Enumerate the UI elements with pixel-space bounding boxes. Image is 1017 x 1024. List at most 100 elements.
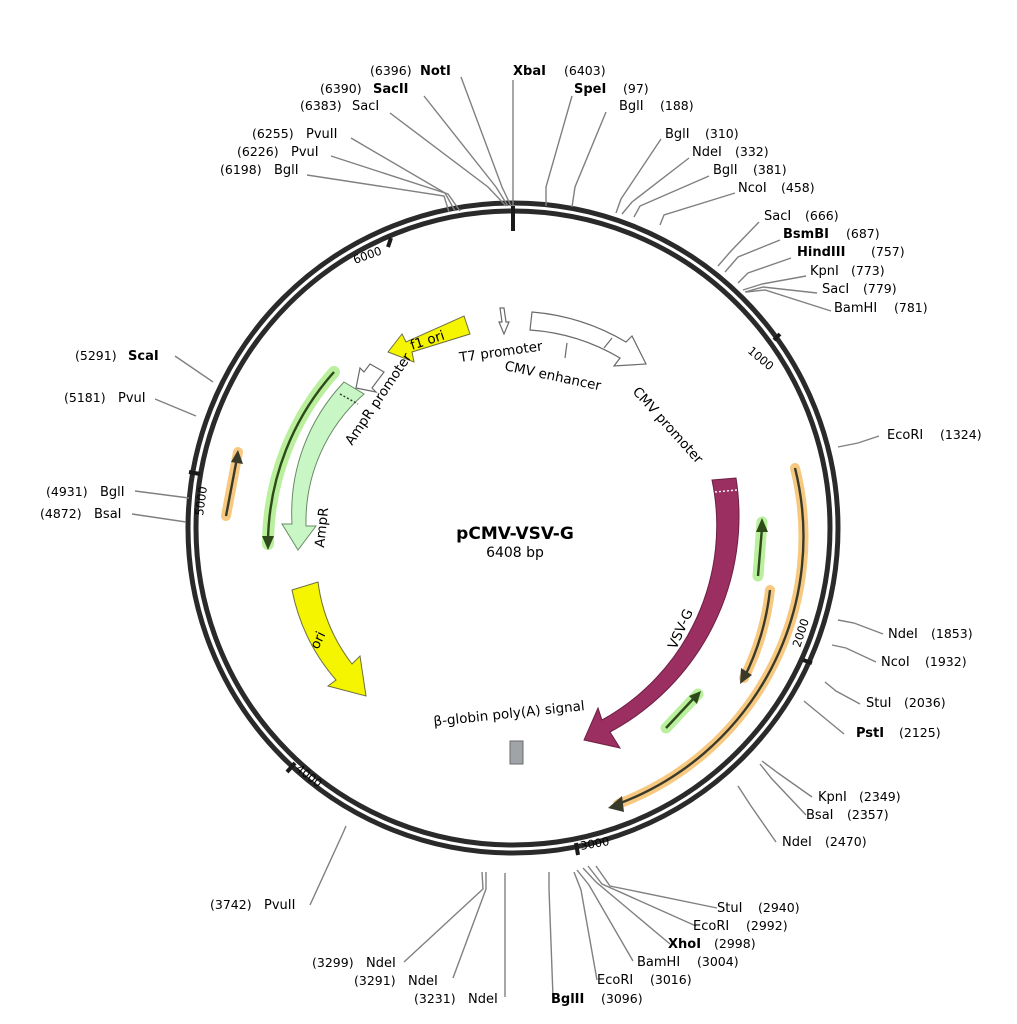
site-pos-bglI-310: (310): [705, 126, 739, 141]
site-pos-xbaI: (6403): [564, 63, 606, 78]
tick-5000: [188, 470, 201, 476]
plasmid-size: 6408 bp: [486, 545, 544, 561]
site-pos-notI: (6396): [370, 63, 412, 78]
site-name-sacII: SacII: [373, 82, 409, 97]
site-pos-stuI-2940: (2940): [758, 900, 800, 915]
site-name-ecoRI-2992: EcoRI: [693, 919, 729, 934]
site-pos-bsaI-4872: (4872): [40, 506, 82, 521]
site-name-sacI-6383: SacI: [352, 99, 379, 114]
site-pos-sacI-666: (666): [805, 208, 839, 223]
site-pos-ncoI-1932: (1932): [925, 654, 967, 669]
site-pos-bamHI-3004: (3004): [697, 954, 739, 969]
feature-label-t7-promoter: T7 promoter: [457, 338, 544, 366]
site-pos-bglII: (3096): [601, 991, 643, 1006]
site-pos-kpnI-773: (773): [851, 263, 885, 278]
feature-polyA: [509, 740, 524, 765]
site-pos-pvuII-3742: (3742): [210, 897, 252, 912]
site-labels: (6396) NotI XbaI (6403) (6390) SacII Spe…: [40, 63, 982, 1007]
site-name-xhoI: XhoI: [668, 937, 701, 952]
site-pos-bsmBI: (687): [846, 226, 880, 241]
site-pos-scaI: (5291): [75, 348, 117, 363]
site-pos-bglI-381: (381): [753, 162, 787, 177]
site-name-pvuI-5181: PvuI: [118, 391, 146, 406]
site-name-ndeI-3291: NdeI: [408, 974, 438, 989]
site-pos-bamHI-781: (781): [894, 300, 928, 315]
tick-6000: [386, 237, 393, 248]
cmv-enhancer-boundary-2: [603, 337, 613, 349]
site-name-ndeI-3299: NdeI: [366, 956, 396, 971]
tick-label-5000: 5000: [192, 485, 210, 516]
orf-arrow-mid-head: [740, 668, 752, 684]
site-name-stuI-2940: StuI: [717, 901, 742, 916]
site-name-scaI: ScaI: [128, 349, 159, 364]
feature-label-cmv-enhancer: CMV enhancer: [503, 358, 603, 394]
site-pos-ndeI-3291: (3291): [354, 973, 396, 988]
tick-label-4000: 4000: [293, 761, 325, 790]
site-pos-ecoRI-3016: (3016): [650, 972, 692, 987]
site-name-bsaI-4872: BsaI: [94, 507, 122, 522]
site-name-ecoRI-1324: EcoRI: [887, 428, 923, 443]
site-pos-ndeI-3231: (3231): [414, 991, 456, 1006]
feature-label-polyA: β-globin poly(A) signal: [433, 698, 586, 730]
cmv-enhancer-boundary-1: [564, 342, 568, 359]
site-name-pvuI-6226: PvuI: [291, 145, 319, 160]
site-name-pvuII-6255: PvuII: [306, 127, 337, 142]
site-pos-speI: (97): [623, 81, 649, 96]
site-name-bglI-381: BglI: [713, 163, 738, 178]
feature-f1ori: [387, 315, 471, 363]
site-name-bglI-6198: BglI: [274, 163, 299, 178]
tick-3000: [574, 842, 580, 856]
site-name-ndeI-1853: NdeI: [888, 627, 918, 642]
orf-green-left-core: [266, 371, 335, 541]
site-pos-ndeI-3299: (3299): [312, 955, 354, 970]
site-pos-bsaI-2357: (2357): [847, 807, 889, 822]
site-name-sacI-779: SacI: [822, 282, 849, 297]
site-pos-pvuI-6226: (6226): [237, 144, 279, 159]
site-name-hindIII: HindIII: [797, 245, 845, 260]
site-pos-bglI-6198: (6198): [220, 162, 262, 177]
site-pos-bglI-4931: (4931): [46, 484, 88, 499]
feature-vsvg: [583, 477, 740, 749]
feature-cmv: [529, 311, 647, 367]
site-name-ncoI-1932: NcoI: [881, 655, 910, 670]
site-pos-ecoRI-2992: (2992): [746, 918, 788, 933]
plasmid-title: pCMV-VSV-G: [456, 524, 574, 544]
tick-4000: [285, 761, 297, 774]
site-name-bamHI-3004: BamHI: [637, 955, 680, 970]
site-name-kpnI-773: KpnI: [810, 264, 839, 279]
site-name-bsaI-2357: BsaI: [806, 808, 834, 823]
site-pos-xhoI: (2998): [714, 936, 756, 951]
orf-green-up-core: [756, 527, 764, 577]
site-pos-ndeI-1853: (1853): [931, 626, 973, 641]
site-pos-ndeI-332: (332): [735, 144, 769, 159]
tick-label-3000: 3000: [579, 834, 610, 853]
feature-ampr-promoter: [355, 363, 385, 393]
site-name-sacI-666: SacI: [764, 209, 791, 224]
tick-2000: [802, 658, 813, 665]
feature-ori: [291, 581, 367, 697]
site-name-stuI-2036: StuI: [866, 696, 891, 711]
tick-label-6000: 6000: [351, 244, 383, 267]
orf-arrow-right-large-head: [608, 796, 624, 812]
site-name-pstI: PstI: [856, 726, 884, 741]
orf-green-diag-core: [665, 697, 695, 729]
site-leaders: [131, 76, 884, 998]
site-pos-pstI: (2125): [899, 725, 941, 740]
site-name-ndeI-2470: NdeI: [782, 835, 812, 850]
site-name-bglII: BglII: [551, 992, 584, 1007]
site-pos-stuI-2036: (2036): [904, 695, 946, 710]
site-pos-sacII: (6390): [320, 81, 362, 96]
site-name-bglI-188: BglI: [619, 99, 644, 114]
orf-green-left-head: [262, 536, 274, 550]
tick-1000: [772, 332, 782, 342]
site-name-ncoI-458: NcoI: [738, 181, 767, 196]
site-name-bamHI-781: BamHI: [834, 301, 877, 316]
site-pos-ecoRI-1324: (1324): [940, 427, 982, 442]
site-name-kpnI-2349: KpnI: [818, 790, 847, 805]
feature-ampr: [281, 381, 365, 551]
site-pos-pvuI-5181: (5181): [64, 390, 106, 405]
site-name-pvuII-3742: PvuII: [264, 898, 295, 913]
site-pos-ndeI-2470: (2470): [825, 834, 867, 849]
site-name-speI: SpeI: [574, 82, 606, 97]
